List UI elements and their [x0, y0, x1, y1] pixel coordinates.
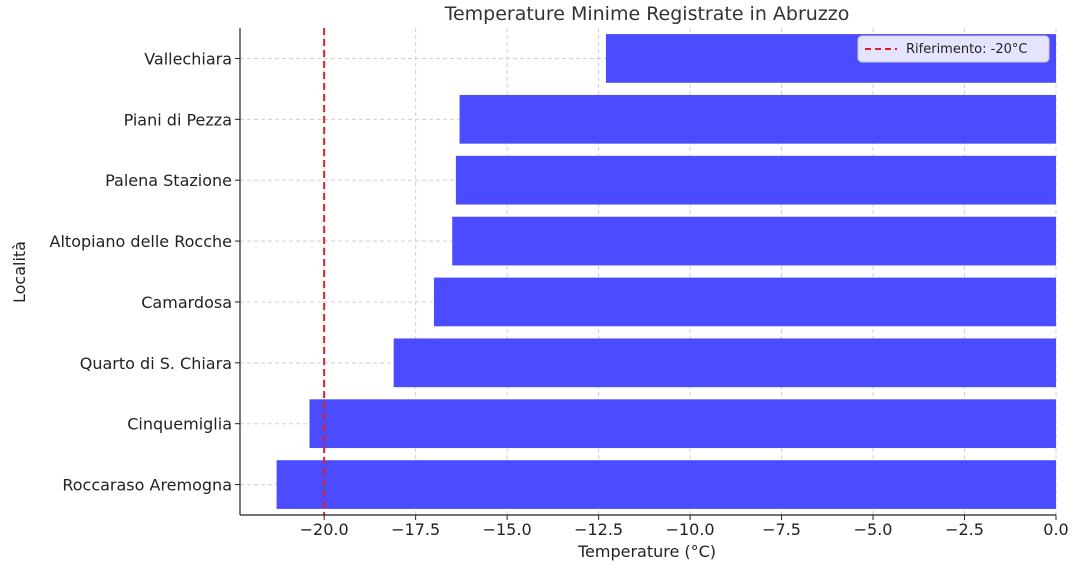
bar: [455, 155, 1057, 205]
category-label: Roccaraso Aremogna: [62, 476, 232, 495]
labels-layer: −20.0 −17.5 −15.0 −12.5 −10.0 −7.5 −5.0 −2.5 0.0…: [50, 49, 1069, 539]
x-axis-label: Temperature (°C): [577, 542, 716, 561]
category-label: Cinquemiglia: [127, 415, 232, 434]
chart-title: Temperature Minime Registrate in Abruzzo: [444, 3, 850, 25]
x-tick-label: −12.5: [574, 520, 623, 539]
x-tick-label: −7.5: [762, 520, 801, 539]
bar: [276, 460, 1056, 509]
bar: [452, 216, 1057, 266]
x-tick-label: −10.0: [666, 520, 715, 539]
legend: Riferimento: -20°C: [857, 35, 1050, 63]
x-tick-label: −15.0: [483, 520, 532, 539]
y-axis-label: Località: [10, 241, 29, 303]
bar: [309, 399, 1056, 449]
category-label: Palena Stazione: [105, 171, 232, 190]
x-tick-label: −5.0: [854, 520, 893, 539]
bar: [433, 277, 1056, 327]
category-label: Camardosa: [141, 293, 232, 312]
bars-layer: [276, 34, 1057, 509]
x-tick-label: −20.0: [300, 520, 349, 539]
category-label: Vallechiara: [144, 49, 232, 68]
x-tick-label: 0.0: [1043, 520, 1068, 539]
x-tick-label: −17.5: [391, 520, 440, 539]
bar: [393, 338, 1056, 388]
category-label: Quarto di S. Chiara: [80, 354, 232, 373]
axes-layer: [235, 28, 1057, 520]
category-label: Piani di Pezza: [124, 110, 232, 129]
x-tick-label: −2.5: [945, 520, 984, 539]
category-label: Altopiano delle Rocche: [50, 232, 232, 251]
legend-box: [857, 35, 1050, 63]
bar: [459, 94, 1056, 144]
legend-label-reference: Riferimento: -20°C: [906, 42, 1027, 57]
